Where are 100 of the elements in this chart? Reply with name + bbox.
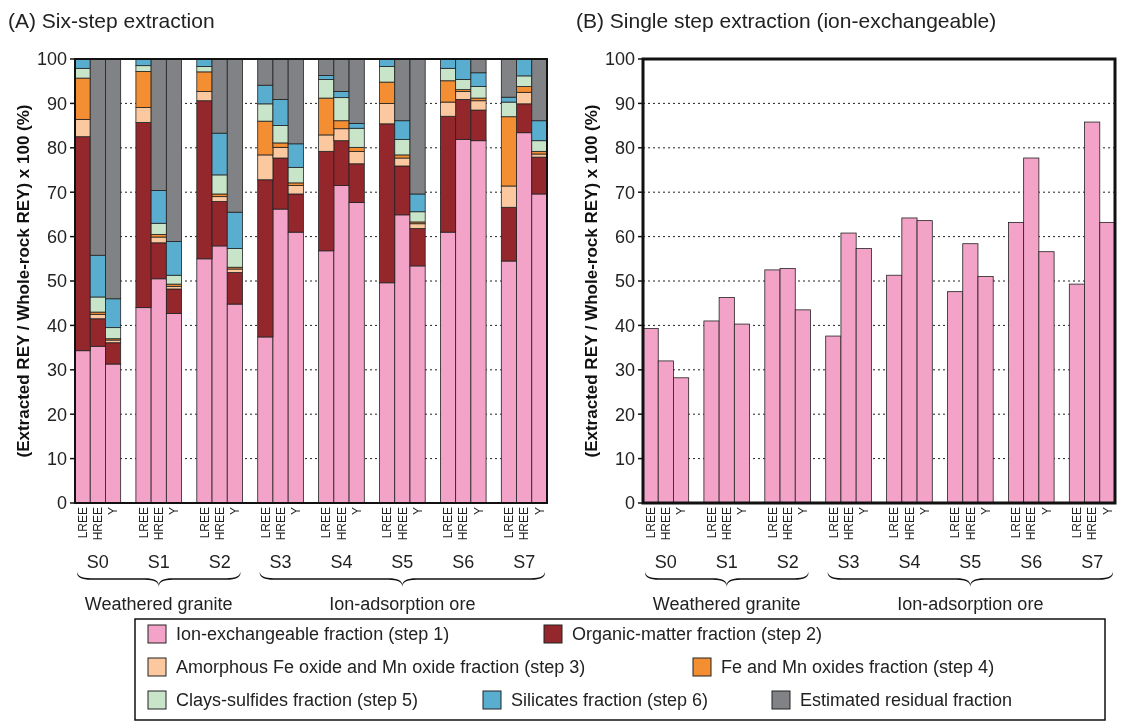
text: S0 xyxy=(654,552,677,572)
text: S3 xyxy=(837,552,860,572)
chart-title: (A) Six-step extraction xyxy=(8,9,215,32)
x-tick-label: LREE xyxy=(643,507,658,539)
x-tick-label: LREE xyxy=(319,507,334,539)
y-tick-label: 70 xyxy=(614,182,635,203)
x-tick-label: LREE xyxy=(258,507,273,539)
x-tick-label: Y xyxy=(167,507,182,516)
x-tick-label: LREE xyxy=(765,507,780,539)
y-axis-title: (Extracted REY / Whole-rock REY) x 100 (%) xyxy=(14,104,33,458)
x-tick-label: LREE xyxy=(1009,507,1024,539)
x-tick-label: Y xyxy=(856,507,871,516)
legend-label: Estimated residual fraction xyxy=(800,690,1013,711)
x-tick-label: Y xyxy=(471,507,486,516)
x-tick-label: LREE xyxy=(887,507,902,539)
text: Weathered granite xyxy=(84,594,233,614)
text: S7 xyxy=(513,552,536,572)
x-tick-label: HREE xyxy=(963,507,978,541)
legend-label: Fe and Mn oxides fraction (step 4) xyxy=(721,657,995,678)
y-tick-label: 0 xyxy=(56,493,67,514)
x-tick-label: LREE xyxy=(75,507,90,539)
text: S2 xyxy=(776,552,799,572)
x-tick-label: HREE xyxy=(212,507,227,541)
y-tick-label: 20 xyxy=(46,404,67,425)
x-tick-label: Y xyxy=(349,507,364,516)
x-tick-label: HREE xyxy=(517,507,532,541)
y-tick-label: 80 xyxy=(614,138,635,159)
x-tick-label: HREE xyxy=(902,507,917,541)
x-tick-label: Y xyxy=(1100,507,1115,516)
chart-title: (B) Single step extraction (ion-exchangeable) xyxy=(576,9,997,32)
x-tick-label: HREE xyxy=(395,507,410,541)
text: S7 xyxy=(1081,552,1104,572)
y-tick-label: 0 xyxy=(624,493,635,514)
y-tick-label: 60 xyxy=(614,226,635,247)
x-tick-label: HREE xyxy=(151,507,166,541)
y-tick-label: 90 xyxy=(614,93,635,114)
x-tick-label: HREE xyxy=(1024,507,1039,541)
x-tick-label: Y xyxy=(978,507,993,516)
text: S6 xyxy=(452,552,475,572)
x-tick-label: LREE xyxy=(380,507,395,539)
x-tick-label: LREE xyxy=(1070,507,1085,539)
y-tick-label: 70 xyxy=(46,182,67,203)
x-tick-label: Y xyxy=(410,507,425,516)
x-tick-label: LREE xyxy=(197,507,212,539)
x-tick-label: Y xyxy=(735,507,750,516)
x-tick-label: Y xyxy=(228,507,243,516)
y-tick-label: 50 xyxy=(614,271,635,292)
x-tick-label: HREE xyxy=(780,507,795,541)
legend-label: Organic-matter fraction (step 2) xyxy=(572,624,823,645)
x-tick-label: LREE xyxy=(502,507,517,539)
x-tick-label: HREE xyxy=(273,507,288,541)
y-tick-label: 40 xyxy=(614,315,635,336)
x-tick-label: Y xyxy=(674,507,689,516)
text: S5 xyxy=(391,552,414,572)
legend-label: Clays-sulfides fraction (step 5) xyxy=(176,690,419,711)
text: S6 xyxy=(1020,552,1043,572)
legend-label: Ion-exchangeable fraction (step 1) xyxy=(176,624,450,645)
x-tick-label: HREE xyxy=(659,507,674,541)
y-axis-title: (Extracted REY / Whole-rock REY) x 100 (%) xyxy=(582,104,601,458)
text: S1 xyxy=(147,552,170,572)
x-tick-label: Y xyxy=(532,507,547,516)
text: S1 xyxy=(715,552,738,572)
text: S4 xyxy=(898,552,921,572)
x-tick-label: Y xyxy=(796,507,811,516)
y-tick-label: 40 xyxy=(46,315,67,336)
y-tick-label: 10 xyxy=(46,448,67,469)
x-tick-label: HREE xyxy=(1085,507,1100,541)
y-tick-label: 30 xyxy=(46,360,67,381)
x-tick-label: Y xyxy=(288,507,303,516)
x-tick-label: LREE xyxy=(441,507,456,539)
x-tick-label: HREE xyxy=(456,507,471,541)
y-tick-label: 20 xyxy=(614,404,635,425)
x-tick-label: Y xyxy=(106,507,121,516)
y-tick-label: 10 xyxy=(614,448,635,469)
legend-label: Amorphous Fe oxide and Mn oxide fraction (step 3) xyxy=(176,657,586,678)
text: S2 xyxy=(208,552,231,572)
text: S0 xyxy=(86,552,109,572)
x-tick-label: LREE xyxy=(136,507,151,539)
x-tick-label: HREE xyxy=(841,507,856,541)
text: S3 xyxy=(269,552,292,572)
x-tick-label: HREE xyxy=(719,507,734,541)
x-tick-label: HREE xyxy=(91,507,106,541)
y-tick-label: 60 xyxy=(46,226,67,247)
x-tick-label: Y xyxy=(917,507,932,516)
y-tick-label: 80 xyxy=(46,138,67,159)
x-tick-label: LREE xyxy=(826,507,841,539)
legend-label: Silicates fraction (step 6) xyxy=(511,690,709,711)
x-tick-label: LREE xyxy=(704,507,719,539)
y-tick-label: 50 xyxy=(46,271,67,292)
y-tick-label: 30 xyxy=(614,360,635,381)
text: Ion-adsorption ore xyxy=(329,594,476,614)
x-tick-label: Y xyxy=(1039,507,1054,516)
y-tick-label: 100 xyxy=(36,49,67,70)
text: S5 xyxy=(959,552,982,572)
x-tick-label: HREE xyxy=(334,507,349,541)
y-tick-label: 100 xyxy=(604,49,635,70)
text: Ion-adsorption ore xyxy=(897,594,1044,614)
y-tick-label: 90 xyxy=(46,93,67,114)
x-tick-label: LREE xyxy=(948,507,963,539)
text: Weathered granite xyxy=(652,594,801,614)
